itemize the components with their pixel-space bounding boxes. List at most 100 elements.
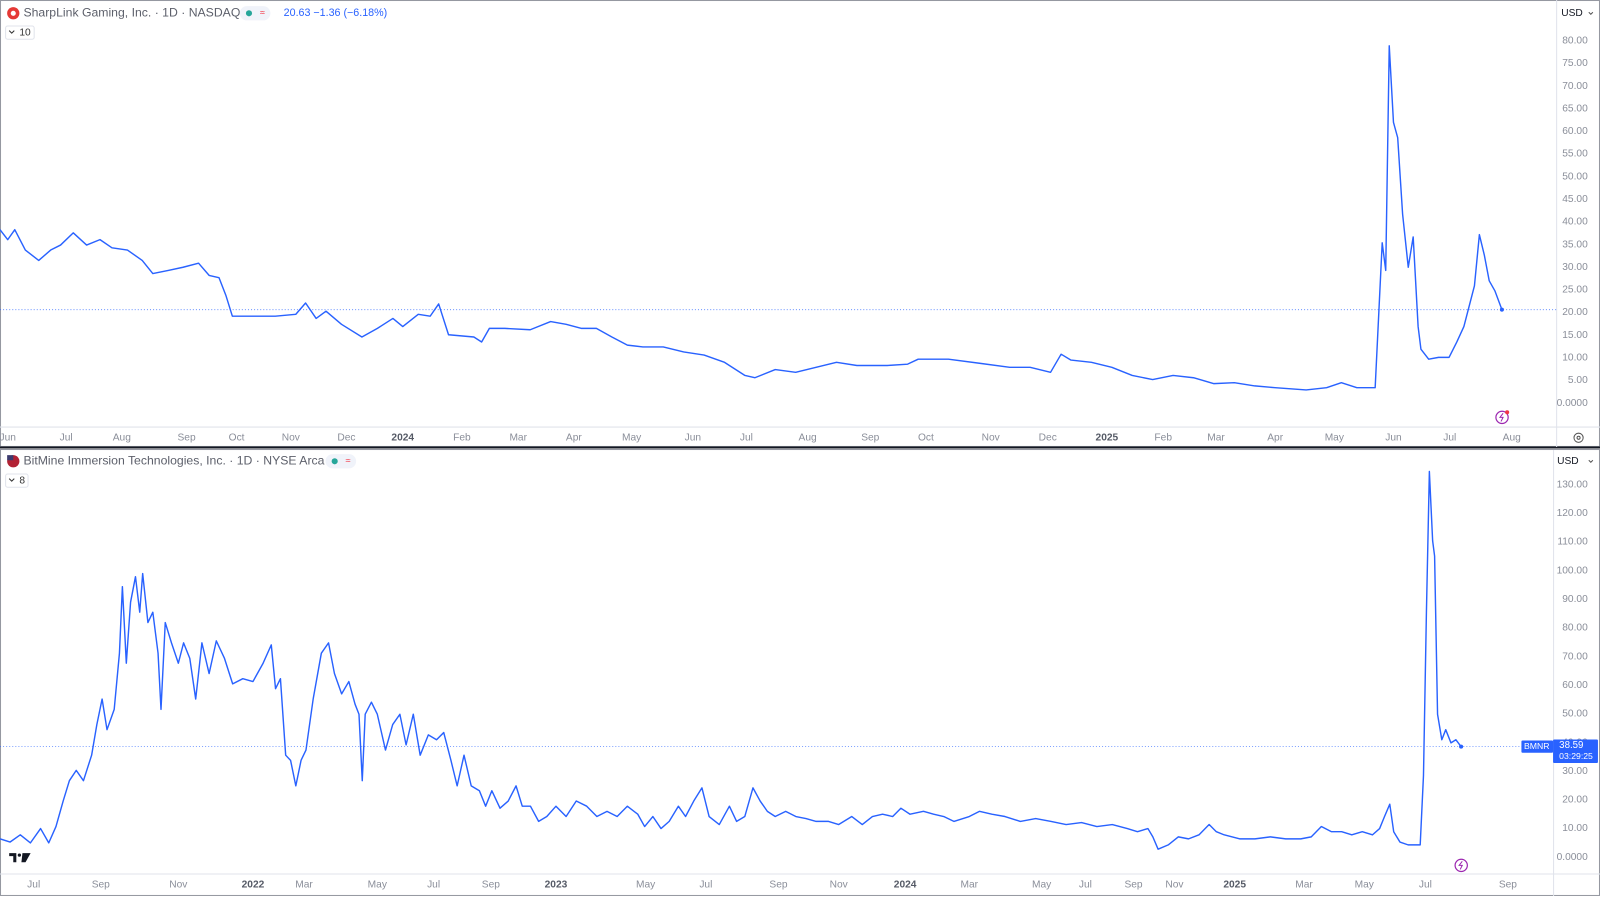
y-tick-label: 0.0000 <box>1557 398 1588 409</box>
plot-area <box>0 470 1554 850</box>
y-tick-label: 130.00 <box>1557 479 1588 490</box>
lightning-bolt <box>1498 412 1504 422</box>
y-tick-label: 20.00 <box>1562 795 1588 806</box>
y-tick-label: 25.00 <box>1562 285 1588 296</box>
y-tick-label: 30.00 <box>1562 766 1588 777</box>
x-tick-label: Sep <box>178 432 196 443</box>
last-price-dot <box>1459 744 1464 749</box>
y-tick-label: 75.00 <box>1562 58 1588 69</box>
indicator-count: 10 <box>19 27 31 38</box>
y-tick-label: 10.00 <box>1562 353 1588 364</box>
market-status-dot <box>245 10 253 17</box>
symbol-flag-canton <box>7 455 14 461</box>
status-pill[interactable] <box>325 454 357 469</box>
x-tick-label: May <box>636 879 656 890</box>
x-tick-label: Jun <box>0 432 16 443</box>
chevron-icon <box>8 30 15 34</box>
x-tick-label: Aug <box>799 432 817 443</box>
x-tick-label: Jul <box>427 879 440 890</box>
settings-icon-center <box>1576 435 1581 440</box>
lightning-bolt <box>1458 860 1464 870</box>
chart-title: SharpLink Gaming, Inc. · 1D · NASDAQ <box>23 6 240 20</box>
last-price-dot <box>1499 307 1504 312</box>
x-tick-label: Jul <box>699 879 712 890</box>
tradingview-logo <box>9 853 31 863</box>
x-tick-label: Jul <box>1079 879 1092 890</box>
x-tick-label: Dec <box>337 432 355 443</box>
y-tick-label: 20.00 <box>1562 307 1588 318</box>
y-tick-label: 40.00 <box>1562 217 1588 228</box>
x-tick-label: Feb <box>453 432 471 443</box>
y-tick-label: 55.00 <box>1562 149 1588 160</box>
chevron-icon <box>1588 11 1594 16</box>
logo-part <box>21 853 31 863</box>
x-tick-label: Nov <box>169 879 188 890</box>
x-tick-label: 2023 <box>545 879 568 890</box>
x-tick-label: May <box>1032 879 1052 890</box>
x-tick-label: Sep <box>92 879 110 890</box>
y-tick-label: 120.00 <box>1557 508 1588 519</box>
y-tick-label: 80.00 <box>1562 36 1588 47</box>
x-tick-label: Mar <box>1295 879 1313 890</box>
y-tick-label: 10.00 <box>1562 823 1588 834</box>
x-tick-label: Apr <box>566 432 582 443</box>
x-tick-label: Sep <box>1499 879 1517 890</box>
x-tick-label: May <box>622 432 642 443</box>
chevron-icon <box>1588 459 1594 463</box>
price-line <box>0 470 1462 850</box>
symbol-tag <box>1521 740 1554 753</box>
x-tick-label: Jul <box>27 879 40 890</box>
y-tick-label: 90.00 <box>1562 594 1588 605</box>
x-tick-label: Nov <box>282 432 301 443</box>
y-tick-label: 80.00 <box>1562 623 1588 634</box>
price-line <box>0 45 1503 391</box>
status-icon: ≈ <box>260 8 265 18</box>
chevron-icon <box>8 478 15 482</box>
quote: 20.63 −1.36 (−6.18%) <box>284 7 388 19</box>
indicator-toggle[interactable] <box>5 25 35 40</box>
x-tick-label: Dec <box>1039 432 1057 443</box>
market-status-dot <box>331 458 338 465</box>
x-tick-label: Nov <box>830 879 849 890</box>
notification-dot <box>1505 410 1510 415</box>
y-tick-label: 60.00 <box>1562 126 1588 137</box>
x-tick-label: Sep <box>482 879 500 890</box>
plot-area <box>0 45 1557 391</box>
indicator-toggle[interactable] <box>5 473 29 488</box>
x-tick-label: Aug <box>113 432 131 443</box>
currency[interactable]: USD <box>1557 456 1579 467</box>
x-tick-label: Jul <box>1419 879 1432 890</box>
x-tick-label: Mar <box>1207 432 1225 443</box>
price-tag <box>1553 739 1598 763</box>
x-tick-label: 2022 <box>242 879 265 890</box>
x-tick-label: Sep <box>861 432 879 443</box>
y-tick-label: 60.00 <box>1562 680 1588 691</box>
x-tick-label: Mar <box>509 432 527 443</box>
status-icon: ≈ <box>345 456 350 466</box>
currency[interactable]: USD <box>1561 8 1583 19</box>
y-tick-label: 0.0000 <box>1557 852 1588 863</box>
lightning-icon[interactable] <box>1454 858 1468 873</box>
symbol-tag-label: BMNR <box>1524 741 1549 751</box>
y-tick-label: 15.00 <box>1562 330 1588 341</box>
logo-part <box>9 853 17 863</box>
x-tick-label: Jul <box>1443 432 1456 443</box>
lightning-icon[interactable] <box>1495 410 1509 425</box>
x-tick-label: Jun <box>685 432 701 443</box>
y-tick-label: 30.00 <box>1562 262 1588 273</box>
settings-icon[interactable] <box>1573 432 1584 443</box>
y-tick-label: 35.00 <box>1562 239 1588 250</box>
chart-title: BitMine Immersion Technologies, Inc. · 1… <box>23 453 324 467</box>
x-tick-label: Oct <box>918 432 934 443</box>
x-tick-label: May <box>1325 432 1345 443</box>
y-tick-label: 5.00 <box>1568 375 1588 386</box>
x-tick-label: 2024 <box>894 879 917 890</box>
x-tick-label: Nov <box>1165 879 1184 890</box>
x-tick-label: Nov <box>982 432 1001 443</box>
y-tick-label: 50.00 <box>1562 171 1588 182</box>
symbol-logo-mark <box>10 10 16 16</box>
status-pill[interactable] <box>239 6 271 21</box>
y-tick-label: 50.00 <box>1562 709 1588 720</box>
x-tick-label: May <box>368 879 388 890</box>
